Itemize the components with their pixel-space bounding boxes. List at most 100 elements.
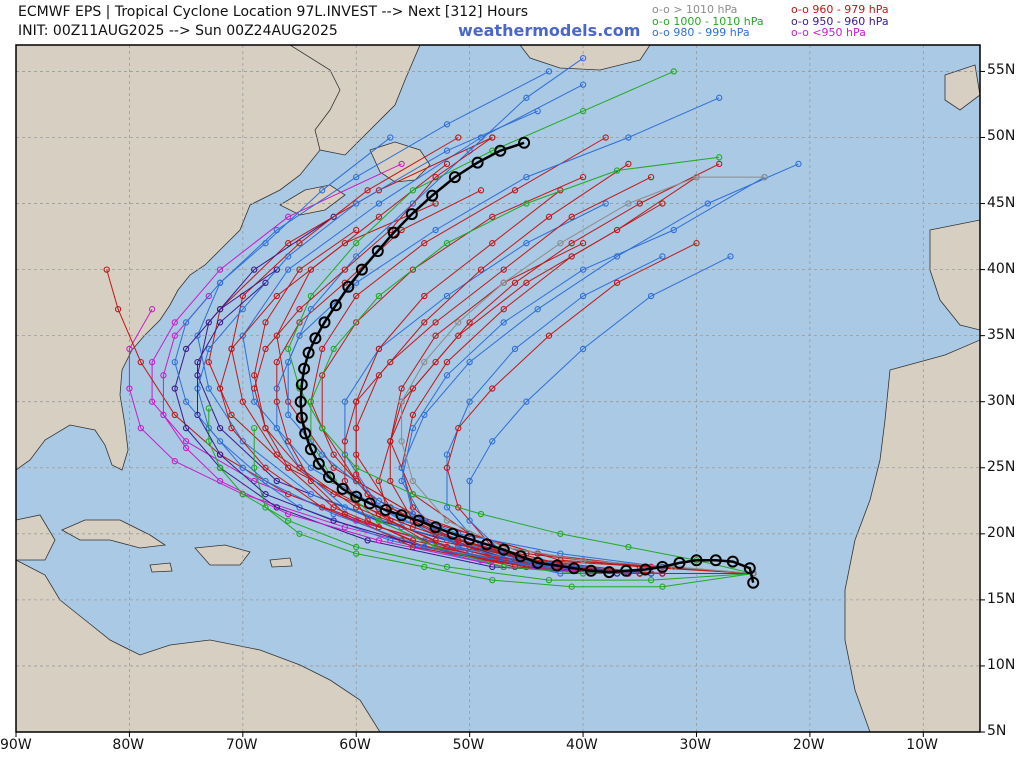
member-track-point <box>341 240 349 247</box>
member-track-point <box>273 451 280 458</box>
member-track-point <box>795 160 802 168</box>
member-track-point <box>353 253 360 260</box>
member-track-point <box>296 319 303 326</box>
member-track-point <box>466 517 473 524</box>
lat-tick-label: 50N <box>987 128 1016 145</box>
member-track-point <box>500 266 507 273</box>
member-track-point <box>307 491 315 498</box>
member-track-point <box>216 464 224 471</box>
mean-track-point <box>323 471 335 483</box>
greenland-land <box>519 45 651 71</box>
mean-track-point <box>726 555 739 568</box>
member-track-point <box>353 240 360 247</box>
member-track-point <box>455 332 462 339</box>
lon-tick-label: 80W <box>112 737 145 753</box>
member-track-point <box>216 266 224 273</box>
member-track-point <box>636 200 643 207</box>
member-track-point <box>579 107 587 115</box>
member-track-point <box>285 438 292 445</box>
member-track-point <box>409 491 417 498</box>
member-track-point <box>477 266 485 273</box>
member-track-point <box>443 451 451 458</box>
member-track-point <box>273 332 280 339</box>
member-track-point <box>285 266 292 273</box>
mean-track-point <box>299 427 312 440</box>
member-track-point <box>579 557 587 564</box>
mean-track-point <box>673 556 686 569</box>
mean-track-point <box>585 564 597 577</box>
hispaniola-land <box>194 544 251 566</box>
member-track-point <box>534 306 541 313</box>
member-track-point <box>194 411 201 419</box>
member-track-point <box>421 319 428 326</box>
member-track-point <box>353 464 360 471</box>
member-track-point <box>251 424 258 432</box>
member-track-point <box>205 319 212 326</box>
mean-track-point <box>551 559 563 572</box>
lon-tick-label: 30W <box>679 737 712 753</box>
member-track-point <box>523 398 530 405</box>
ireland-land <box>944 64 980 111</box>
member-track-point <box>704 200 711 207</box>
member-track-point <box>296 266 303 273</box>
member-track-point <box>239 464 246 471</box>
member-track-point <box>353 543 360 551</box>
member-track-point <box>557 240 564 247</box>
member-track-point <box>296 306 303 313</box>
member-track-point <box>216 451 224 458</box>
member-track-point <box>693 240 700 247</box>
member-track-point <box>330 345 337 353</box>
member-track-line <box>276 97 754 574</box>
member-track-point <box>171 385 178 392</box>
member-track-point <box>500 306 507 313</box>
member-track-point <box>500 279 507 286</box>
member-track-line <box>401 176 765 574</box>
member-track-point <box>409 187 417 194</box>
mean-track-point <box>603 566 616 579</box>
member-track-point <box>296 464 303 471</box>
mean-track-point <box>446 527 459 540</box>
member-track-point <box>182 438 190 445</box>
mean-track-point <box>395 509 408 522</box>
lat-tick-label: 5N <box>987 723 1007 739</box>
member-track-point <box>455 319 462 326</box>
member-track-point <box>557 530 564 537</box>
member-track-point <box>568 213 575 220</box>
member-track-point <box>216 306 224 313</box>
member-track-point <box>182 345 190 353</box>
member-track-point <box>387 134 394 141</box>
member-track-point <box>160 372 167 379</box>
member-track-point <box>194 332 201 339</box>
member-track-point <box>285 411 292 419</box>
member-track-point <box>171 319 178 326</box>
member-track-point <box>647 576 655 584</box>
member-track-point <box>262 424 269 432</box>
member-track-point <box>262 491 269 498</box>
member-track-line <box>253 428 754 588</box>
member-track-point <box>398 385 405 392</box>
legend-item-950-960: o-o 950 - 960 hPa <box>791 15 889 28</box>
member-track-point <box>285 253 292 260</box>
mean-track-point <box>531 556 544 569</box>
member-track-point <box>251 266 258 273</box>
mean-track-point <box>350 490 363 503</box>
member-track-point <box>443 517 451 524</box>
puerto-rico-land <box>269 557 293 568</box>
mean-track-point <box>336 482 349 495</box>
member-track-point <box>625 134 632 141</box>
member-track-point <box>432 537 439 544</box>
member-track-point <box>341 504 349 511</box>
member-track-point <box>307 266 315 273</box>
member-track-point <box>205 438 212 445</box>
member-track-point <box>353 477 360 485</box>
member-track-point <box>285 213 292 220</box>
member-track-point <box>579 266 587 273</box>
ensemble-mean-track <box>294 136 760 589</box>
member-track-point <box>659 253 666 260</box>
lon-tick-label: 70W <box>225 737 258 753</box>
member-track-point <box>103 266 110 273</box>
mean-track-point <box>295 378 308 391</box>
member-track-point <box>387 477 394 485</box>
member-track-point <box>398 160 405 168</box>
member-track-point <box>489 576 496 584</box>
